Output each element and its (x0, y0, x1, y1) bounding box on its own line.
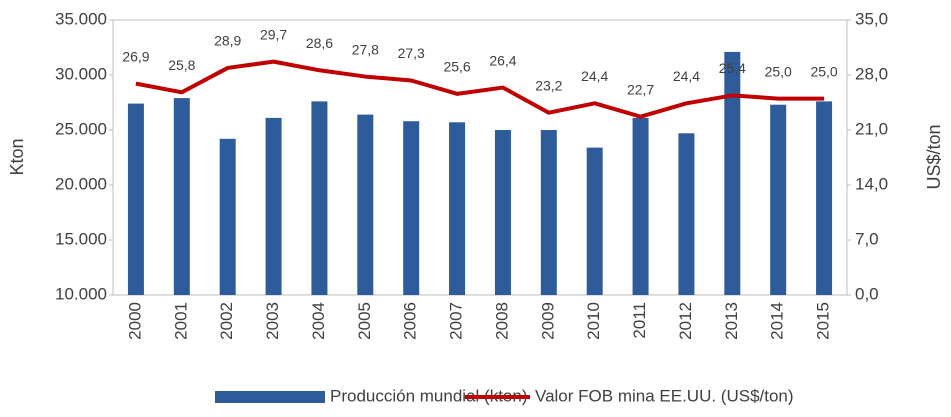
y-tick-label: 30.000 (55, 64, 107, 83)
bar (219, 138, 236, 295)
y2-axis-title: US$/ton (924, 124, 944, 189)
bar (403, 121, 420, 295)
line (135, 59, 825, 119)
x-tick-label: 2009 (538, 302, 557, 340)
data-label: 26,9 (122, 48, 149, 64)
bar (311, 101, 328, 296)
y-tick-label: 20.000 (55, 174, 107, 193)
data-label: 24,4 (673, 68, 700, 84)
bar (357, 114, 374, 295)
y-tick-label: 10.000 (55, 284, 107, 303)
bar (127, 103, 144, 295)
bar (586, 147, 603, 295)
data-label: 28,6 (306, 35, 333, 51)
x-tick-label: 2014 (768, 302, 787, 340)
y2-tick-label: 28,0 (855, 64, 888, 83)
data-label: 25,6 (443, 59, 470, 75)
data-label: 25,8 (168, 57, 195, 73)
y2-tick-label: 0,0 (855, 284, 879, 303)
data-label: 28,9 (214, 33, 241, 49)
x-tick-label: 2015 (814, 302, 833, 340)
x-tick-label: 2011 (630, 302, 649, 339)
y2-tick-label: 35,0 (855, 9, 888, 28)
data-label: 27,3 (398, 45, 425, 61)
legend-swatch (215, 391, 325, 403)
plot-frame (112, 19, 848, 296)
y2-tick-label: 14,0 (855, 174, 888, 193)
x-tick-label: 2001 (171, 302, 190, 340)
x-tick-label: 2006 (401, 302, 420, 340)
x-tick-label: 2000 (125, 302, 144, 340)
bar (494, 130, 511, 295)
x-tick-label: 2010 (584, 302, 603, 340)
x-tick-label: 2004 (309, 302, 328, 340)
data-label: 23,2 (535, 77, 562, 93)
y-tick-label: 15.000 (55, 229, 107, 248)
legend-label: Valor FOB mina EE.UU. (US$/ton) (535, 386, 794, 405)
data-label: 29,7 (260, 26, 287, 42)
data-label: 27,8 (352, 41, 379, 57)
bar (173, 98, 190, 295)
bar (265, 117, 282, 296)
data-label: 22,7 (627, 81, 654, 97)
data-label: 25,0 (765, 63, 792, 79)
x-tick-label: 2013 (722, 302, 741, 340)
data-label: 25,0 (810, 63, 837, 79)
x-tick-label: 2005 (355, 302, 374, 340)
bar (724, 51, 741, 296)
bar (816, 101, 833, 296)
data-label: 25,4 (719, 60, 746, 76)
bar (678, 133, 695, 295)
x-tick-label: 2002 (217, 302, 236, 340)
y-tick-label: 35.000 (55, 9, 107, 28)
x-tick-label: 2007 (447, 302, 466, 340)
y-tick-label: 25.000 (55, 119, 107, 138)
data-label: 26,4 (489, 52, 516, 68)
bar (449, 122, 466, 295)
x-tick-label: 2012 (676, 302, 695, 340)
x-tick-label: 2008 (492, 302, 511, 340)
bar (632, 117, 649, 296)
legend-label: Producción mundial (kton) (330, 386, 527, 405)
bar (770, 104, 787, 295)
y2-tick-label: 21,0 (855, 119, 888, 138)
y2-tick-label: 7,0 (855, 229, 879, 248)
y-axis-title: Kton (7, 138, 27, 175)
data-label: 24,4 (581, 68, 608, 84)
bar (540, 130, 557, 295)
x-tick-label: 2003 (263, 302, 282, 340)
